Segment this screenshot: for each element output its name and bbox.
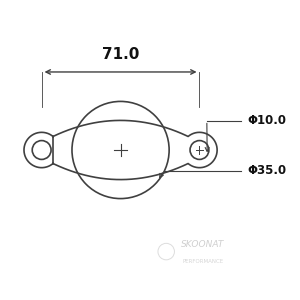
Text: SKOONAT: SKOONAT	[181, 240, 225, 249]
Text: Φ35.0: Φ35.0	[247, 164, 286, 177]
Text: 71.0: 71.0	[102, 47, 139, 62]
Text: PERFORMANCE: PERFORMANCE	[182, 260, 224, 264]
Text: Φ10.0: Φ10.0	[247, 114, 286, 127]
